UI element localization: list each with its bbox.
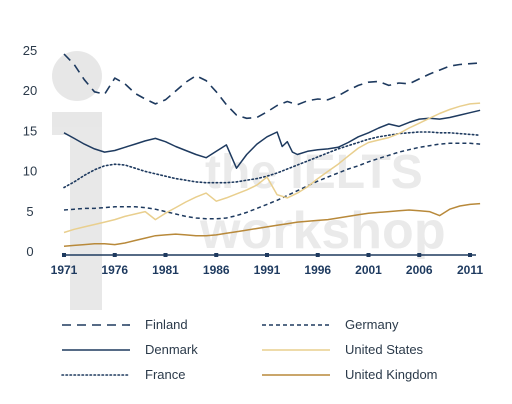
x-tick-mark-1971 [62,253,66,257]
axes: 0 5 10 15 20 25 1971 1976 1981 1986 1991 1996 2001 20… [23,43,484,277]
x-tick-label-2001: 2001 [355,263,382,277]
plot-area [63,53,481,247]
y-tick-label-20: 20 [23,83,37,98]
legend: Finland Germany Denmark United States France… [61,317,438,382]
x-tick-label-1976: 1976 [101,263,128,277]
x-tick-mark-2011 [468,253,472,257]
legend-label-united-kingdom: United Kingdom [345,367,438,382]
y-tick-label-0: 0 [26,244,33,259]
series-line-united-kingdom [63,202,481,247]
x-tick-label-1991: 1991 [254,263,281,277]
y-tick-label-10: 10 [23,164,37,179]
x-tick-mark-1986 [214,253,219,257]
x-tick-mark-1991 [265,253,269,257]
watermark-i-stem [52,112,102,310]
x-tick-label-2011: 2011 [457,263,483,277]
x-tick-mark-1976 [112,253,117,257]
x-tick-label-1996: 1996 [304,263,331,277]
series-line-denmark [63,109,481,169]
watermark-line1: the IELTS [205,146,423,199]
x-tick-label-2006: 2006 [406,263,433,277]
x-tick-mark-1996 [315,253,320,257]
y-tick-label-25: 25 [23,43,37,58]
y-tick-label-5: 5 [26,204,33,219]
legend-label-united-states: United States [345,342,424,357]
x-tick-label-1981: 1981 [152,263,179,277]
watermark-dot [52,51,102,101]
x-tick-label-1986: 1986 [203,263,230,277]
x-tick-mark-2001 [366,253,371,257]
x-tick-mark-1981 [163,253,168,257]
legend-label-finland: Finland [145,317,188,332]
legend-label-france: France [145,367,185,382]
legend-label-germany: Germany [345,317,399,332]
y-tick-label-15: 15 [23,123,37,138]
x-tick-label-1971: 1971 [51,263,78,277]
series-line-germany [63,142,481,220]
series-line-finland [63,53,481,120]
series-line-france [63,131,481,189]
legend-label-denmark: Denmark [145,342,198,357]
x-tick-mark-2006 [417,253,422,257]
series-line-united-states [63,102,481,234]
